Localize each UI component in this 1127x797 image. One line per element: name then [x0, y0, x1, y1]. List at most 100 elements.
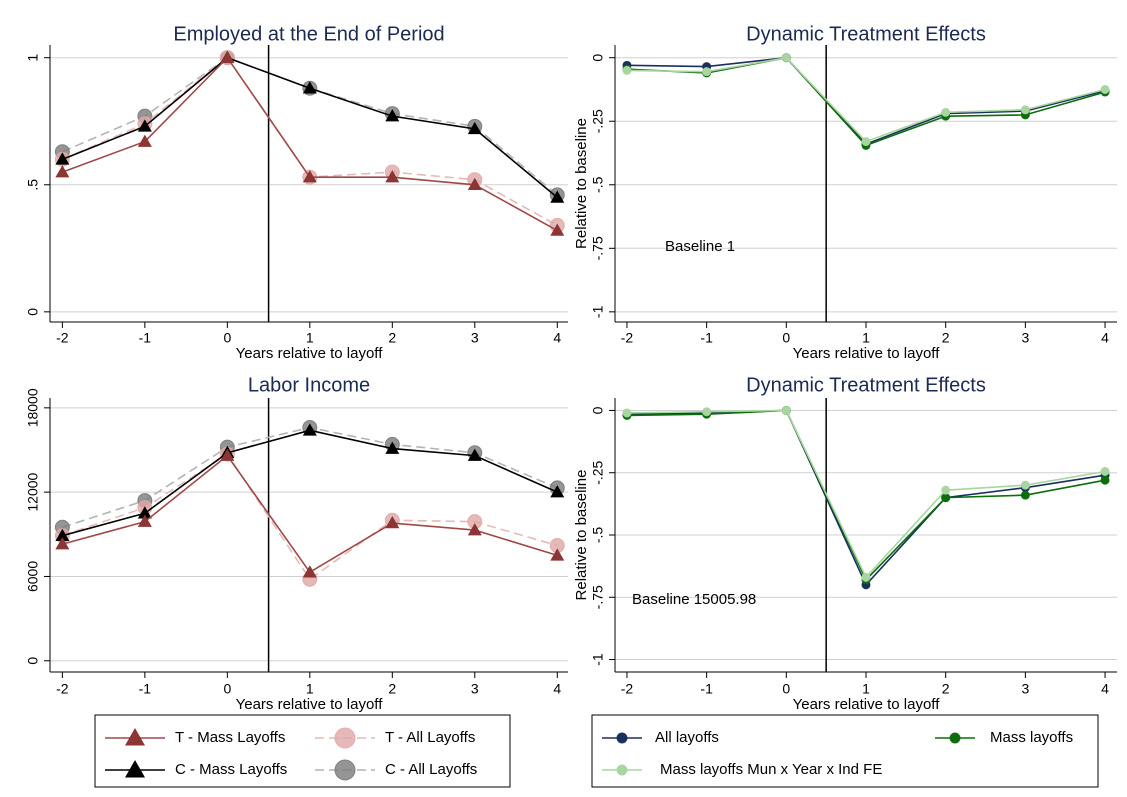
y-tick-label: 18000 — [25, 388, 41, 427]
x-axis-label: Years relative to layoff — [793, 345, 941, 362]
marker — [467, 177, 482, 191]
y-tick-label: .5 — [25, 179, 41, 191]
marker — [941, 485, 951, 495]
marker — [622, 408, 632, 418]
marker — [702, 407, 712, 417]
x-tick-label: -2 — [621, 330, 634, 346]
y-tick-label: 0 — [25, 308, 41, 316]
marker — [302, 423, 317, 436]
y-tick-label: 0 — [590, 406, 606, 414]
marker — [385, 109, 400, 122]
marker — [550, 223, 565, 236]
x-tick-label: 0 — [782, 681, 790, 697]
marker — [550, 548, 565, 561]
series-line — [62, 454, 558, 574]
marker — [467, 523, 482, 536]
x-tick-label: 0 — [782, 330, 790, 346]
marker — [302, 565, 317, 578]
legend-marker — [616, 732, 628, 744]
y-axis-label: Relative to baseline — [573, 470, 590, 601]
legend-marker — [125, 728, 145, 746]
marker — [137, 134, 152, 147]
legend-box — [94, 714, 511, 788]
marker — [137, 506, 152, 519]
x-tick-label: -2 — [56, 681, 69, 697]
marker — [941, 493, 951, 503]
legend-marker — [334, 759, 356, 781]
marker — [941, 107, 951, 117]
marker — [702, 67, 712, 77]
marker — [302, 170, 317, 183]
y-tick-label: -.5 — [590, 176, 606, 193]
x-tick-label: 0 — [223, 681, 231, 697]
marker — [550, 190, 565, 203]
y-tick-label: -.75 — [590, 585, 606, 609]
x-tick-label: 2 — [388, 681, 396, 697]
marker — [622, 65, 632, 75]
marker — [137, 119, 152, 132]
marker — [137, 514, 152, 527]
annotation: Baseline 1 — [665, 238, 735, 255]
legend-marker — [616, 764, 628, 776]
legend-label: T - Mass Layoffs — [175, 729, 285, 746]
series-line — [626, 409, 1106, 587]
legend-label: Mass layoffs Mun x Year x Ind FE — [660, 761, 882, 778]
series-line — [626, 56, 1106, 146]
series-line — [626, 56, 1106, 143]
x-tick-label: -2 — [56, 330, 69, 346]
y-tick-label: -.25 — [590, 460, 606, 484]
legend-label: All layoffs — [655, 729, 719, 746]
marker — [861, 572, 871, 582]
marker — [781, 405, 791, 415]
legend-marker — [125, 760, 145, 778]
marker — [861, 137, 871, 147]
x-tick-label: -1 — [700, 681, 713, 697]
marker — [220, 448, 235, 461]
y-tick-label: -1 — [590, 305, 606, 318]
y-tick-label: 12000 — [25, 472, 41, 511]
x-tick-label: 0 — [223, 330, 231, 346]
x-tick-label: 2 — [942, 330, 950, 346]
marker — [55, 537, 70, 550]
x-tick-label: 4 — [1101, 330, 1109, 346]
y-tick-label: 0 — [25, 657, 41, 665]
series-line — [62, 453, 558, 581]
x-tick-label: -2 — [621, 681, 634, 697]
marker — [467, 121, 482, 135]
x-tick-label: 1 — [862, 330, 870, 346]
x-tick-label: 3 — [471, 681, 479, 697]
legend-label: C - All Layoffs — [385, 761, 477, 778]
x-tick-label: 4 — [1101, 681, 1109, 697]
marker — [385, 441, 400, 454]
y-tick-label: 0 — [590, 54, 606, 62]
series-line — [626, 409, 1106, 582]
chart-title: Dynamic Treatment Effects — [746, 23, 986, 45]
marker — [55, 165, 70, 178]
x-tick-label: -1 — [139, 330, 152, 346]
chart-title: Labor Income — [248, 374, 370, 396]
series-line — [62, 429, 558, 537]
x-tick-label: -1 — [700, 330, 713, 346]
x-tick-label: -1 — [139, 681, 152, 697]
y-tick-label: -.25 — [590, 109, 606, 133]
marker — [55, 528, 70, 541]
y-axis-label: Relative to baseline — [573, 118, 590, 249]
legend-box — [591, 714, 1099, 788]
marker — [55, 152, 70, 165]
series-line — [62, 426, 558, 529]
marker — [1020, 105, 1030, 115]
legend-label: T - All Layoffs — [385, 729, 475, 746]
marker — [467, 448, 482, 461]
chart-title: Dynamic Treatment Effects — [746, 374, 986, 396]
marker — [302, 81, 317, 94]
x-tick-label: 3 — [1021, 681, 1029, 697]
x-tick-label: 2 — [388, 330, 396, 346]
x-tick-label: 1 — [306, 330, 314, 346]
y-tick-label: -1 — [590, 653, 606, 666]
marker — [220, 50, 235, 63]
x-tick-label: 4 — [553, 681, 561, 697]
x-tick-label: 1 — [306, 681, 314, 697]
chart-title: Employed at the End of Period — [173, 23, 444, 45]
marker — [385, 516, 400, 529]
